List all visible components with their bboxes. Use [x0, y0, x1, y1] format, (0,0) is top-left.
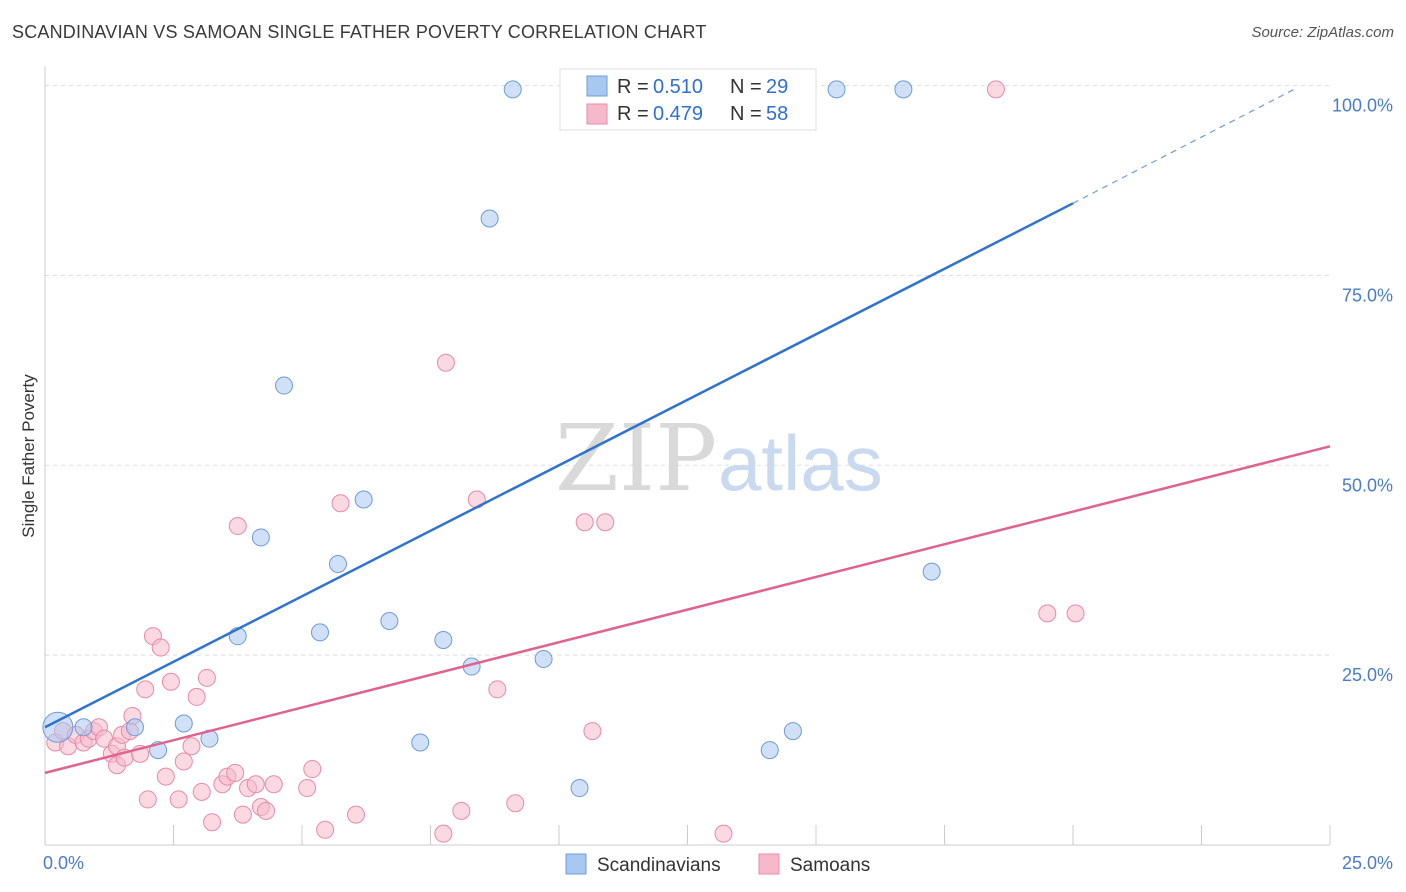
- scandinavians-trendline: [44, 202, 1074, 729]
- watermark: ZIP atlas: [555, 405, 883, 512]
- y-tick-label: 25.0%: [1342, 665, 1393, 685]
- scandinavians-point: [380, 611, 399, 630]
- scandinavians-point: [74, 718, 93, 737]
- samoans-point: [506, 794, 525, 813]
- source-credit: Source: ZipAtlas.com: [1251, 24, 1394, 41]
- correlation-legend: R = 0.510 N = 29 R = 0.479 N = 58: [559, 68, 817, 131]
- scandinavians-point: [783, 722, 802, 741]
- legend-n-label-1: N =: [730, 76, 762, 98]
- samoans-point: [226, 763, 245, 782]
- scandinavians-point: [827, 80, 846, 99]
- bottom-legend-swatch-pink: [758, 853, 780, 875]
- legend-r-value-2: 0.479: [653, 103, 703, 125]
- samoans-point: [583, 722, 602, 741]
- legend-n-value-2: 58: [766, 103, 788, 125]
- samoans-point: [156, 767, 175, 786]
- samoans-point: [714, 824, 733, 843]
- samoans-point: [488, 680, 507, 699]
- scandinavians-point: [480, 209, 499, 228]
- legend-n-value-1: 29: [766, 76, 788, 98]
- samoans-trendline: [44, 445, 1331, 775]
- scandinavians-point: [894, 80, 913, 99]
- x-tick-label: 25.0%: [1342, 853, 1393, 873]
- bottom-legend-swatch-blue: [565, 853, 587, 875]
- samoans-point: [169, 790, 188, 809]
- series-legend: Scandinavians Samoans: [565, 853, 870, 876]
- samoans-point: [1066, 604, 1085, 623]
- scandinavians-point: [922, 562, 941, 581]
- y-tick-label: 75.0%: [1342, 285, 1393, 305]
- samoans-point: [161, 672, 180, 691]
- scandinavians-point: [503, 80, 522, 99]
- legend-r-value-1: 0.510: [653, 76, 703, 98]
- samoans-point: [187, 687, 206, 706]
- x-tick-label: 0.0%: [43, 853, 84, 873]
- samoans-point: [452, 801, 471, 820]
- bottom-legend-label-scandinavians: Scandinavians: [597, 855, 721, 876]
- samoans-point: [246, 775, 265, 794]
- samoans-point: [197, 668, 216, 687]
- samoans-point: [174, 752, 193, 771]
- samoans-point: [434, 824, 453, 843]
- grid-lines: [45, 85, 1330, 656]
- scandinavians-point: [174, 714, 193, 733]
- samoans-point: [596, 513, 615, 532]
- scandinavians-point: [534, 649, 553, 668]
- samoans-point: [138, 790, 157, 809]
- scandinavians-point: [42, 711, 74, 743]
- samoans-point: [203, 813, 222, 832]
- scandinavians-point: [760, 741, 779, 760]
- x-tick-labels: 0.0% 25.0%: [43, 853, 1393, 873]
- legend-r-label-1: R =: [617, 76, 649, 98]
- watermark-zip: ZIP: [555, 405, 717, 512]
- samoans-point: [192, 782, 211, 801]
- samoans-point: [257, 801, 276, 820]
- scandinavians-point: [275, 376, 294, 395]
- scandinavians-trendline-extension: [1072, 88, 1295, 204]
- samoans-point: [228, 517, 247, 536]
- scandinavians-point: [125, 718, 144, 737]
- scandinavians-point: [310, 623, 329, 642]
- samoans-point: [1038, 604, 1057, 623]
- samoans-point: [136, 680, 155, 699]
- scandinavians-point: [328, 555, 347, 574]
- samoans-point: [264, 775, 283, 794]
- samoans-point: [331, 494, 350, 513]
- scandinavians-point: [251, 528, 270, 547]
- samoans-point: [346, 805, 365, 824]
- y-axis-label: Single Father Poverty: [19, 374, 38, 538]
- y-tick-label: 50.0%: [1342, 475, 1393, 495]
- samoans-point: [316, 820, 335, 839]
- samoans-point: [436, 353, 455, 372]
- bottom-legend-label-samoans: Samoans: [790, 855, 870, 876]
- watermark-atlas: atlas: [718, 419, 883, 507]
- scandinavians-point: [570, 779, 589, 798]
- samoans-point: [233, 805, 252, 824]
- trendlines: [44, 88, 1331, 775]
- samoans-point: [303, 760, 322, 779]
- y-tick-labels: 25.0% 50.0% 75.0% 100.0%: [1332, 96, 1393, 686]
- legend-r-label-2: R =: [617, 103, 649, 125]
- samoans-point: [986, 80, 1005, 99]
- legend-swatch-blue: [586, 75, 608, 97]
- axes: [44, 66, 1331, 846]
- chart-title: SCANDINAVIAN VS SAMOAN SINGLE FATHER POV…: [12, 22, 707, 42]
- legend-n-label-2: N =: [730, 103, 762, 125]
- scandinavians-point: [434, 630, 453, 649]
- legend-swatch-pink: [586, 103, 608, 125]
- samoans-point: [298, 779, 317, 798]
- scandinavians-point: [411, 733, 430, 752]
- scandinavians-point: [354, 490, 373, 509]
- y-tick-label: 100.0%: [1332, 96, 1393, 116]
- samoans-point: [575, 513, 594, 532]
- samoans-point: [182, 737, 201, 756]
- samoans-point: [151, 638, 170, 657]
